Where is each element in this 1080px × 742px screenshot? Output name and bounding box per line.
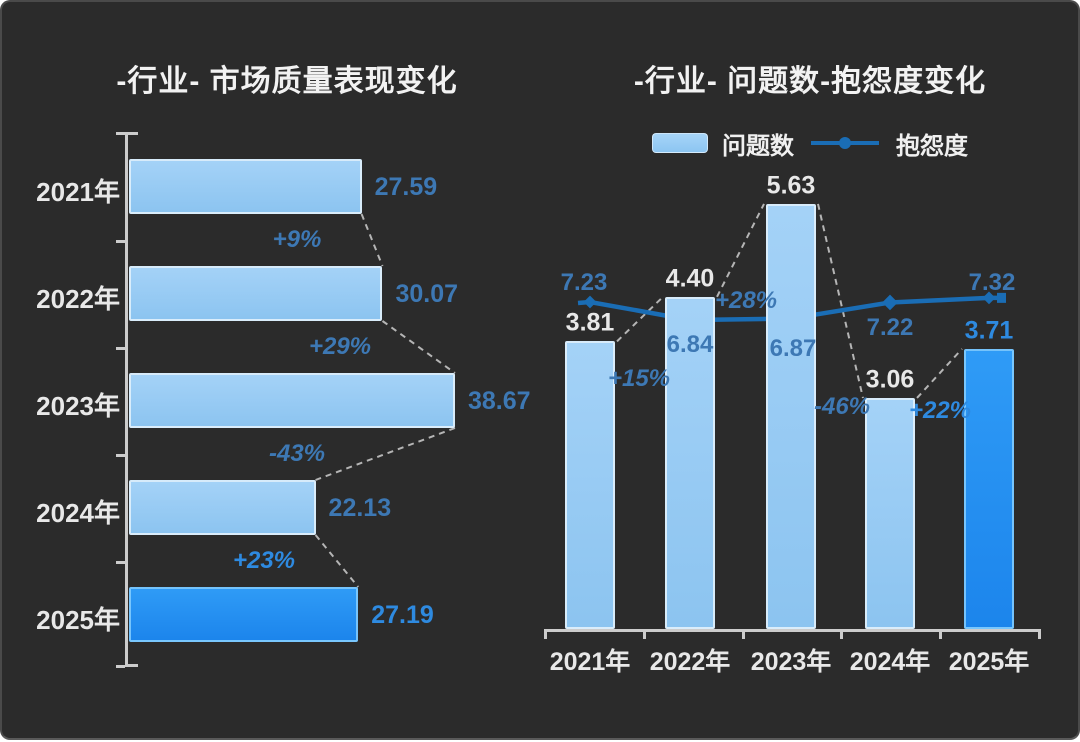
right-axis-tick xyxy=(840,629,844,639)
connector-line xyxy=(381,320,456,374)
left-axis-tick xyxy=(116,665,125,668)
left-axis-tick xyxy=(116,240,125,243)
left-y-axis xyxy=(125,132,128,667)
left-bar-2025年 xyxy=(129,587,359,642)
left-change-annotation: -43% xyxy=(268,440,326,467)
connector-line xyxy=(314,534,359,588)
right-x-axis xyxy=(545,629,1039,632)
left-bar-2021年 xyxy=(129,159,362,214)
left-bar-2024年 xyxy=(129,480,316,535)
right-chart-title: -行业- 问题数-抱怨度变化 xyxy=(633,65,987,98)
right-bar-2023年 xyxy=(766,203,816,629)
legend-bar-swatch-icon xyxy=(652,133,708,153)
left-axis-tick xyxy=(116,561,125,564)
left-axis-cap xyxy=(125,664,138,667)
right-change-annotation: +22% xyxy=(908,397,972,424)
left-value-label: 30.07 xyxy=(395,279,459,308)
left-axis-tick xyxy=(116,454,125,457)
left-value-label: 27.19 xyxy=(371,600,434,629)
left-year-label: 2024年 xyxy=(36,497,120,528)
right-bar-2024年 xyxy=(865,397,915,629)
line-marker-icon xyxy=(882,294,898,311)
connector-line xyxy=(716,203,765,298)
right-line-value-label: 7.23 xyxy=(560,269,608,296)
right-bar-value-label: 3.81 xyxy=(565,308,615,337)
right-axis-tick xyxy=(741,629,745,639)
right-bar-value-label: 5.63 xyxy=(766,171,816,200)
left-year-label: 2022年 xyxy=(36,283,120,314)
right-bar-value-label: 4.40 xyxy=(665,264,715,293)
left-change-annotation: +29% xyxy=(308,333,372,360)
right-axis-tick xyxy=(642,629,646,639)
connector-line xyxy=(916,348,963,399)
left-year-label: 2025年 xyxy=(36,604,120,635)
legend-line-swatch-icon xyxy=(808,133,882,153)
left-axis-tick xyxy=(116,132,125,135)
left-year-label: 2023年 xyxy=(36,390,120,421)
right-change-annotation: +28% xyxy=(714,287,778,314)
left-axis-cap xyxy=(125,132,138,135)
legend: 问题数 抱怨度 xyxy=(542,128,1078,160)
connector-line xyxy=(315,427,456,481)
right-axis-tick xyxy=(544,629,547,639)
left-year-label: 2021年 xyxy=(36,176,120,207)
connector-line xyxy=(360,213,384,267)
right-axis-tick xyxy=(1038,629,1041,639)
left-change-annotation: +9% xyxy=(272,226,322,253)
right-year-label: 2025年 xyxy=(948,648,1030,676)
right-line-value-label: 6.87 xyxy=(769,334,817,362)
right-bar-2025年 xyxy=(964,348,1014,629)
left-bar-2023年 xyxy=(129,373,455,428)
right-year-label: 2022年 xyxy=(649,648,731,676)
legend-bar-label: 问题数 xyxy=(722,132,794,160)
right-year-label: 2024年 xyxy=(849,648,931,676)
connector-line xyxy=(817,203,864,399)
right-year-label: 2021年 xyxy=(549,648,631,676)
right-change-annotation: +15% xyxy=(607,365,671,392)
right-bar-value-label: 3.71 xyxy=(964,316,1014,345)
right-bar-2021年 xyxy=(565,341,615,629)
right-line-value-label: 7.22 xyxy=(866,314,914,342)
right-change-annotation: -46% xyxy=(813,393,871,420)
left-value-label: 38.67 xyxy=(467,386,531,415)
right-bar-2022年 xyxy=(665,296,715,629)
left-bar-2022年 xyxy=(129,266,383,321)
left-chart-title: -行业- 市场质量表现变化 xyxy=(116,65,458,98)
line-marker-icon xyxy=(583,295,597,309)
right-line-value-label: 6.84 xyxy=(666,330,714,358)
left-axis-tick xyxy=(116,347,125,350)
right-axis-tick xyxy=(939,629,943,639)
left-change-annotation: +23% xyxy=(232,547,296,574)
connector-line xyxy=(616,296,664,343)
left-value-label: 22.13 xyxy=(328,493,392,522)
right-year-label: 2023年 xyxy=(750,648,832,676)
right-bar-value-label: 3.06 xyxy=(865,365,915,394)
right-line-value-label: 7.32 xyxy=(968,268,1016,296)
legend-line-label: 抱怨度 xyxy=(896,132,968,160)
left-value-label: 27.59 xyxy=(374,172,438,201)
